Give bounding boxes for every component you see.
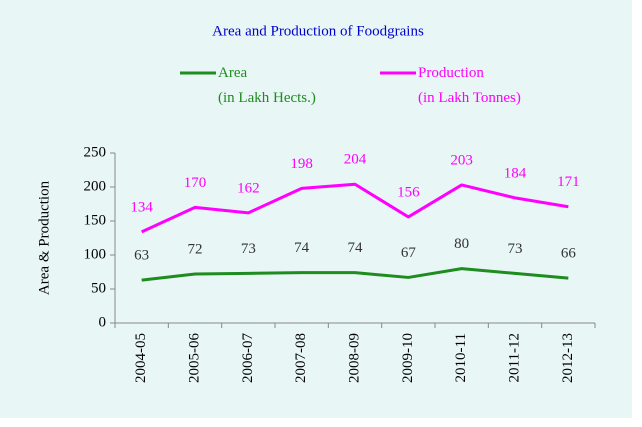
data-label: 171 [557,174,580,190]
y-tick-label: 200 [84,178,107,194]
x-tick-label: 2008-09 [346,333,362,383]
data-label: 73 [508,241,523,257]
data-label: 170 [184,175,207,191]
data-label: 74 [348,240,364,256]
chart-background [0,0,632,418]
legend-label: Production (in Lakh Tonnes) [418,65,521,106]
data-label: 134 [130,199,153,215]
data-label: 198 [290,156,313,172]
data-label: 66 [561,246,577,262]
data-label: 156 [397,184,420,200]
data-label: 67 [401,245,417,261]
y-tick-label: 50 [91,280,106,296]
data-label: 74 [294,240,310,256]
data-label: 80 [454,236,469,252]
y-tick-label: 100 [84,246,107,262]
chart-title: Area and Production of Foodgrains [212,23,424,39]
data-label: 184 [504,165,527,181]
x-tick-label: 2006-07 [240,333,256,383]
series-line [141,267,569,282]
data-label: 72 [188,241,203,257]
x-tick-label: 2012-13 [560,333,576,383]
data-label: 203 [450,152,473,168]
y-tick-label: 0 [99,314,107,330]
y-tick-label: 250 [84,144,107,160]
data-label: 162 [237,180,260,196]
y-tick-label: 150 [84,212,107,228]
x-tick-label: 2010-11 [453,333,469,382]
x-tick-label: 2005-06 [186,333,202,383]
legend-label: Area (in Lakh Hects.) [218,65,316,106]
data-label: 63 [134,248,149,264]
data-label: 73 [241,241,256,257]
x-tick-label: 2011-12 [506,333,522,382]
x-tick-label: 2004-05 [133,333,149,383]
x-tick-label: 2007-08 [293,333,309,383]
y-axis-label: Area & Production [36,180,52,295]
series-line [141,182,569,234]
x-tick-label: 2009-10 [400,333,416,383]
data-label: 204 [344,152,367,168]
